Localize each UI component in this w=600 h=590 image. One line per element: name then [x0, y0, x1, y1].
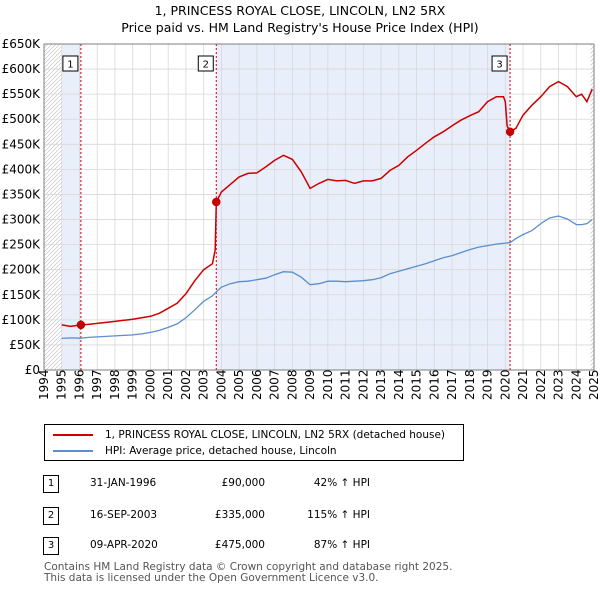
sale-date: 16-SEP-2003	[90, 509, 158, 521]
y-tick-label: £500K	[2, 112, 42, 126]
x-tick-label: 2024	[569, 369, 583, 400]
x-tick-label: 2006	[250, 369, 264, 400]
sale-label: 3	[496, 60, 502, 71]
legend: 1, PRINCESS ROYAL CLOSE, LINCOLN, LN2 5R…	[44, 424, 464, 461]
x-tick-label: 2009	[303, 369, 317, 400]
x-tick-label: 2013	[374, 369, 388, 400]
legend-hpi-label: HPI: Average price, detached house, Linc…	[105, 445, 337, 457]
y-tick-label: £600K	[2, 62, 42, 76]
chart-title: 1, PRINCESS ROYAL CLOSE, LINCOLN, LN2 5R…	[154, 3, 446, 18]
x-tick-label: 2025	[587, 369, 600, 400]
x-tick-label: 2000	[143, 369, 157, 400]
price-chart: 1 2 3 £0 £50K £100K £150K £200K £250K £300K £350K…	[2, 37, 600, 400]
sale-label-box	[62, 55, 79, 72]
legend-price-swatch	[53, 434, 93, 436]
sale-date: 09-APR-2020	[90, 539, 158, 551]
sale-label-box	[491, 55, 508, 72]
legend-item-price: 1, PRINCESS ROYAL CLOSE, LINCOLN, LN2 5R…	[53, 427, 445, 443]
y-tick-label: £350K	[2, 187, 42, 201]
x-tick-label: 1995	[55, 369, 69, 400]
sale-point	[212, 197, 221, 207]
sale-number-badge: 1	[43, 475, 59, 493]
sale-hpi-change: 115% ↑ HPI	[307, 509, 370, 521]
x-tick-label: 1996	[72, 369, 86, 400]
legend-price-label: 1, PRINCESS ROYAL CLOSE, LINCOLN, LN2 5R…	[105, 429, 445, 441]
sale-price: £475,000	[214, 539, 265, 551]
x-tick-label: 2008	[285, 369, 299, 400]
table-row: 2 16-SEP-2003 £335,000 115% ↑ HPI	[0, 507, 600, 527]
plot-frame	[43, 43, 595, 371]
y-tick-label: £0	[25, 363, 40, 377]
x-tick-label: 2021	[516, 369, 530, 400]
x-tick-label: 1997	[90, 369, 104, 400]
sale-point	[76, 320, 86, 330]
x-tick-label: 2015	[410, 369, 424, 400]
sale-hpi-change: 42% ↑ HPI	[313, 477, 370, 489]
legend-item-hpi: HPI: Average price, detached house, Linc…	[53, 443, 337, 459]
sale-number-badge: 3	[43, 537, 59, 555]
footer-licence: This data is licensed under the Open Gov…	[44, 572, 379, 584]
y-tick-label: £150K	[2, 288, 42, 302]
sale-point	[505, 127, 515, 137]
x-tick-label: 1999	[126, 369, 140, 400]
sale-price: £90,000	[221, 477, 265, 489]
y-tick-label: £200K	[2, 263, 42, 277]
y-tick-label: £400K	[2, 162, 42, 176]
sale-number-badge: 2	[43, 507, 59, 525]
sale-hpi-change: 87% ↑ HPI	[313, 539, 370, 551]
x-tick-label: 2003	[197, 369, 211, 400]
y-tick-label: £250K	[2, 238, 42, 252]
hatched-region	[44, 44, 62, 370]
sale-label: 2	[203, 60, 209, 71]
y-tick-label: £300K	[2, 213, 42, 227]
sale-price: £335,000	[214, 509, 265, 521]
x-tick-label: 2001	[161, 369, 175, 400]
hpi-series-line	[61, 215, 593, 340]
table-row: 1 31-JAN-1996 £90,000 42% ↑ HPI	[0, 475, 600, 495]
table-row: 3 09-APR-2020 £475,000 87% ↑ HPI	[0, 537, 600, 557]
x-tick-label: 2004	[214, 369, 228, 400]
x-tick-label: 2016	[427, 369, 441, 400]
x-tick-label: 2012	[356, 369, 370, 400]
y-tick-label: £100K	[2, 313, 42, 327]
x-tick-label: 2018	[463, 369, 477, 400]
chart-subtitle: Price paid vs. HM Land Registry's House …	[121, 20, 479, 35]
y-tick-label: £50K	[9, 338, 41, 352]
x-tick-label: 2019	[481, 369, 495, 400]
hatched-region	[590, 44, 594, 370]
shaded-ownership-period	[61, 44, 81, 370]
x-tick-label: 1994	[37, 369, 51, 400]
x-tick-label: 1998	[108, 369, 122, 400]
y-tick-label: £450K	[2, 137, 42, 151]
footer-copyright: Contains HM Land Registry data © Crown c…	[44, 561, 453, 573]
x-tick-label: 2022	[534, 369, 548, 400]
x-tick-label: 2014	[392, 369, 406, 400]
x-tick-label: 2023	[552, 369, 566, 400]
sale-label-box	[197, 55, 214, 72]
x-tick-label: 2002	[179, 369, 193, 400]
x-tick-label: 2010	[321, 369, 335, 400]
x-tick-label: 2020	[498, 369, 512, 400]
x-tick-label: 2005	[232, 369, 246, 400]
x-tick-label: 2017	[445, 369, 459, 400]
legend-hpi-swatch	[53, 450, 93, 452]
sale-date: 31-JAN-1996	[90, 477, 157, 489]
y-tick-label: £550K	[2, 87, 42, 101]
sale-label: 1	[67, 60, 73, 71]
x-tick-label: 2011	[339, 369, 353, 400]
y-tick-label: £650K	[2, 37, 42, 51]
x-tick-label: 2007	[268, 369, 282, 400]
